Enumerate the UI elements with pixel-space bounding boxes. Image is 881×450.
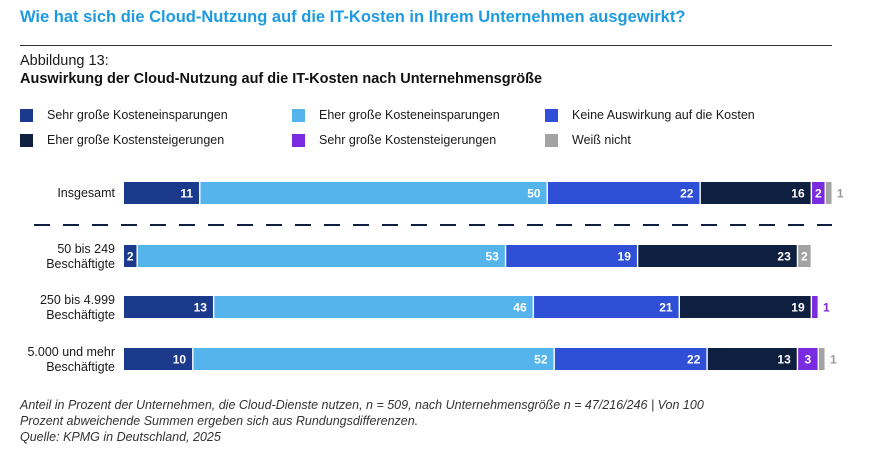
bar-segment [124,245,137,267]
question-heading: Wie hat sich die Cloud-Nutzung auf die I… [20,8,686,26]
bar-segment [700,182,811,204]
bar-segment [638,245,797,267]
data-label: 23 [777,250,791,264]
bar-segment [680,296,811,318]
chart-notes: Anteil in Prozent der Unternehmen, die C… [20,397,704,445]
legend-swatch [20,108,33,122]
data-label: 13 [194,301,208,315]
legend-swatch [545,108,558,122]
category-label: 5.000 und mehr Beschäftigte [27,345,115,374]
legend-label: Sehr große Kostensteigerungen [319,133,497,147]
data-label: 10 [173,353,187,367]
note-line-2: Prozent abweichende Summen ergeben sich … [20,414,419,428]
bar-segment [193,348,554,370]
bar-segment [798,348,818,370]
data-label: 11 [180,187,193,201]
legend-label: Keine Auswirkung auf die Kosten [572,108,755,122]
legend-swatch [545,133,558,147]
divider-rule [20,45,832,46]
legend-label: Eher große Kosteneinsparungen [319,108,500,122]
legend-item: Sehr große Kostensteigerungen [292,133,496,147]
data-label: 2 [815,187,822,201]
legend-item: Weiß nicht [545,133,631,147]
legend-item: Sehr große Kosteneinsparungen [20,108,228,122]
stacked-bar-chart: Insgesamt 11 50 22 16 2 150 bis 249 Beschäftigt… [27,182,844,374]
bar-segment [124,348,193,370]
bar-segment [825,182,832,204]
bar-segment [124,296,213,318]
legend-swatch [292,133,305,147]
legend-item: Eher große Kostensteigerungen [20,133,224,147]
data-label: 16 [791,187,805,201]
data-label: 2 [801,250,808,264]
data-label: 21 [659,301,673,315]
data-label: 22 [680,187,694,201]
legend-label: Sehr große Kosteneinsparungen [47,108,228,122]
data-label: 13 [777,353,791,367]
data-label: 22 [687,353,701,367]
data-label: 19 [618,250,632,264]
data-label: 46 [513,301,527,315]
legend-item: Keine Auswirkung auf die Kosten [545,108,755,122]
bar-segment [506,245,637,267]
legend-item: Eher große Kosteneinsparungen [292,108,500,122]
chart-legend: Sehr große Kosteneinsparungen Eher große … [20,108,820,158]
category-label: Insgesamt [57,186,115,200]
category-label: 250 bis 4.999 Beschäftigte [40,293,115,322]
data-label: 3 [805,353,812,367]
data-label: 52 [534,353,548,367]
data-label: 2 [127,250,134,264]
bar-segment [819,348,825,370]
bar-segment [200,182,547,204]
note-line-1: Anteil in Prozent der Unternehmen, die C… [20,398,704,412]
bar-segment [812,296,818,318]
legend-swatch [292,108,305,122]
bar-segment [124,182,200,204]
data-label: 1 [837,187,844,201]
bar-segment [554,348,707,370]
data-label: 1 [823,301,830,315]
legend-label: Eher große Kostensteigerungen [47,133,225,147]
source-line: Quelle: KPMG in Deutschland, 2025 [20,430,221,444]
data-label: 53 [485,250,499,264]
figure-label: Abbildung 13: [20,53,109,69]
bar-segment [214,296,533,318]
legend-swatch [20,133,33,147]
data-label: 1 [830,353,837,367]
bar-segment [547,182,700,204]
bar-segment [534,296,679,318]
bar-segment [137,245,505,267]
data-label: 19 [791,301,805,315]
legend-label: Weiß nicht [572,133,631,147]
figure-title: Auswirkung der Cloud-Nutzung auf die IT-… [20,71,543,87]
category-label: 50 bis 249 Beschäftigte [46,242,115,271]
data-label: 50 [527,187,541,201]
bar-segment [812,182,825,204]
bar-segment [707,348,797,370]
bar-segment [798,245,811,267]
